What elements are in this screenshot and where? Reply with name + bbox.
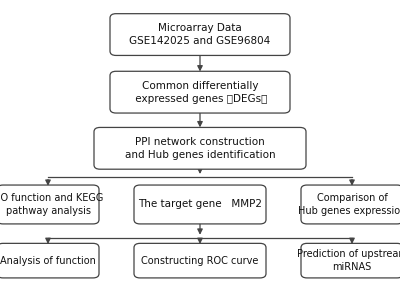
Text: Constructing ROC curve: Constructing ROC curve bbox=[141, 256, 259, 266]
Text: Analysis of function: Analysis of function bbox=[0, 256, 96, 266]
Text: The target gene   MMP2: The target gene MMP2 bbox=[138, 200, 262, 209]
FancyBboxPatch shape bbox=[0, 185, 99, 224]
Text: PPI network construction
and Hub genes identification: PPI network construction and Hub genes i… bbox=[125, 137, 275, 160]
FancyBboxPatch shape bbox=[0, 243, 99, 278]
FancyBboxPatch shape bbox=[94, 127, 306, 169]
FancyBboxPatch shape bbox=[134, 185, 266, 224]
FancyBboxPatch shape bbox=[110, 71, 290, 113]
Text: GO function and KEGG
pathway analysis: GO function and KEGG pathway analysis bbox=[0, 193, 103, 216]
FancyBboxPatch shape bbox=[110, 14, 290, 55]
Text: Microarray Data
GSE142025 and GSE96804: Microarray Data GSE142025 and GSE96804 bbox=[129, 23, 271, 46]
Text: Prediction of upstream
miRNAS: Prediction of upstream miRNAS bbox=[296, 249, 400, 272]
FancyBboxPatch shape bbox=[301, 185, 400, 224]
FancyBboxPatch shape bbox=[134, 243, 266, 278]
Text: Comparison of
Hub genes expression: Comparison of Hub genes expression bbox=[298, 193, 400, 216]
Text: Common differentially
 expressed genes （DEGs）: Common differentially expressed genes （D… bbox=[132, 81, 268, 104]
FancyBboxPatch shape bbox=[301, 243, 400, 278]
